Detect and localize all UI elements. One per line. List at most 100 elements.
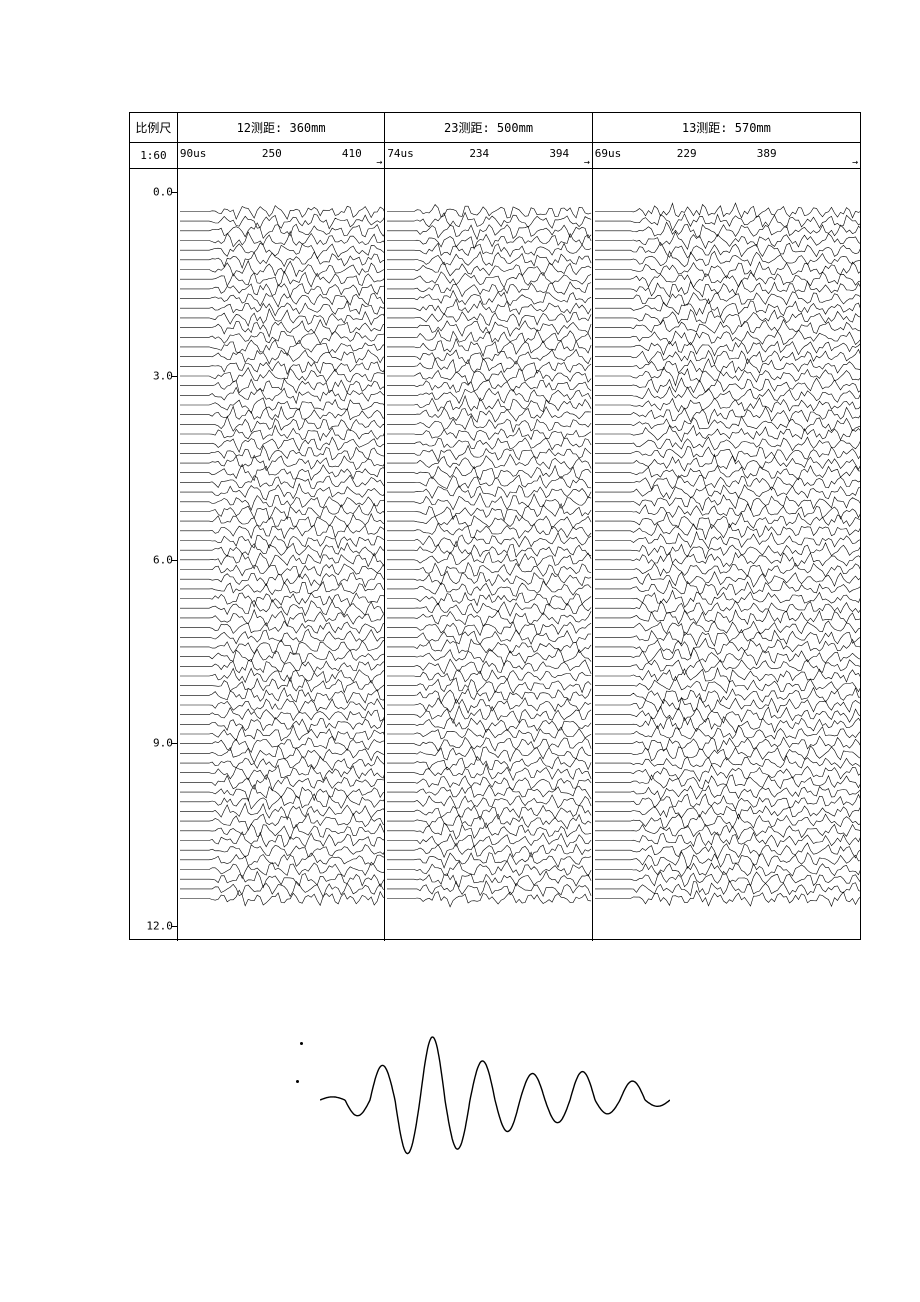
wave-trace [180, 765, 385, 780]
wave-trace [387, 833, 591, 847]
wave-trace [387, 757, 591, 771]
wave-trace [387, 806, 591, 820]
axis-arrow-icon: → [584, 157, 590, 168]
time-axis: 90us250410→ [178, 143, 385, 168]
wave-trace [387, 523, 591, 538]
wave-trace [595, 833, 860, 847]
wave-trace [595, 310, 860, 326]
wave-trace [180, 475, 385, 489]
multi-panel-seismogram: 比例尺 12测距: 360mm23测距: 500mm13测距: 570mm 1:… [129, 112, 861, 940]
wave-trace [387, 871, 591, 887]
axis-tick-label: 90us [180, 147, 207, 160]
wave-trace [595, 871, 860, 886]
marker-dot [296, 1080, 299, 1083]
wave-trace [180, 582, 385, 595]
wave-trace [180, 379, 385, 393]
panel-header: 23测距: 500mm [385, 113, 592, 142]
wave-trace [387, 593, 591, 606]
wave-trace [180, 890, 385, 906]
wave-trace [180, 535, 385, 549]
wave-trace [180, 756, 385, 770]
wave-trace [387, 388, 591, 403]
wave-trace [595, 299, 860, 317]
axis-tick-label: 410 [342, 147, 362, 160]
wave-trace [180, 640, 385, 654]
wave-trace [595, 378, 860, 393]
axis-tick-label: 234 [469, 147, 489, 160]
wave-trace [180, 426, 385, 441]
depth-tick [171, 376, 177, 377]
wave-trace [180, 484, 385, 500]
wave-trace [595, 824, 860, 839]
wave-trace [595, 590, 860, 607]
wave-trace [387, 213, 591, 229]
wave-trace [595, 475, 860, 490]
wave-panel [178, 169, 385, 941]
wave-trace [595, 485, 860, 499]
wave-trace [595, 330, 860, 345]
wave-trace [387, 747, 591, 762]
wave-trace [595, 203, 860, 218]
scale-header: 比例尺 [130, 113, 178, 142]
wave-trace [387, 321, 591, 336]
wave-trace [387, 504, 591, 521]
wave-trace [180, 455, 385, 470]
wave-trace [180, 331, 385, 344]
wave-trace [595, 243, 860, 258]
wave-trace [595, 881, 860, 896]
wave-trace [595, 466, 860, 480]
time-axis: 74us234394→ [385, 143, 592, 168]
wave-trace [180, 629, 385, 644]
header-row: 比例尺 12测距: 360mm23测距: 500mm13测距: 570mm [130, 113, 860, 143]
wave-trace [595, 697, 860, 712]
wave-trace [180, 785, 385, 801]
axis-tick-label: 74us [387, 147, 414, 160]
marker-dot [300, 1042, 303, 1045]
wave-trace [387, 396, 591, 412]
depth-axis: 0.03.06.09.012.0 [130, 169, 178, 941]
wave-trace [180, 437, 385, 452]
panel-header: 12测距: 360mm [178, 113, 385, 142]
wave-trace [180, 881, 385, 897]
wave-trace [180, 600, 385, 616]
axis-tick-label: 389 [757, 147, 777, 160]
wave-trace [180, 340, 385, 356]
wave-trace [595, 292, 860, 306]
wave-trace [595, 805, 860, 819]
wave-trace [595, 280, 860, 297]
wave-trace [387, 795, 591, 808]
wave-trace [595, 736, 860, 751]
wave-trace [180, 872, 385, 888]
wave-trace [387, 454, 591, 469]
wave-trace [387, 563, 591, 577]
wave-trace [387, 649, 591, 665]
wave-trace [387, 428, 591, 441]
wave-trace [387, 689, 591, 704]
axis-tick-label: 229 [677, 147, 697, 160]
wave-trace [180, 832, 385, 847]
axis-tick-label: 69us [595, 147, 622, 160]
wave-trace [180, 232, 385, 247]
wave-trace [595, 532, 860, 549]
wave-trace [180, 525, 385, 539]
wave-trace [595, 251, 860, 267]
axis-arrow-icon: → [852, 157, 858, 168]
wave-trace [387, 843, 591, 857]
wave-trace [387, 678, 591, 693]
wave-trace [180, 573, 385, 588]
wave-trace [595, 668, 860, 682]
wave-trace [387, 630, 591, 645]
wave-trace [387, 234, 591, 249]
wave-trace [180, 824, 385, 839]
wavelet-trace [320, 1037, 670, 1154]
wave-traces [385, 169, 592, 941]
wave-trace [180, 699, 385, 713]
wave-trace [387, 350, 591, 365]
wave-panel [385, 169, 592, 941]
wave-trace [595, 232, 860, 250]
wave-trace [387, 611, 591, 627]
wave-trace [595, 398, 860, 412]
wave-trace [387, 718, 591, 732]
wave-trace [595, 455, 860, 472]
single-wavelet [320, 1030, 670, 1170]
